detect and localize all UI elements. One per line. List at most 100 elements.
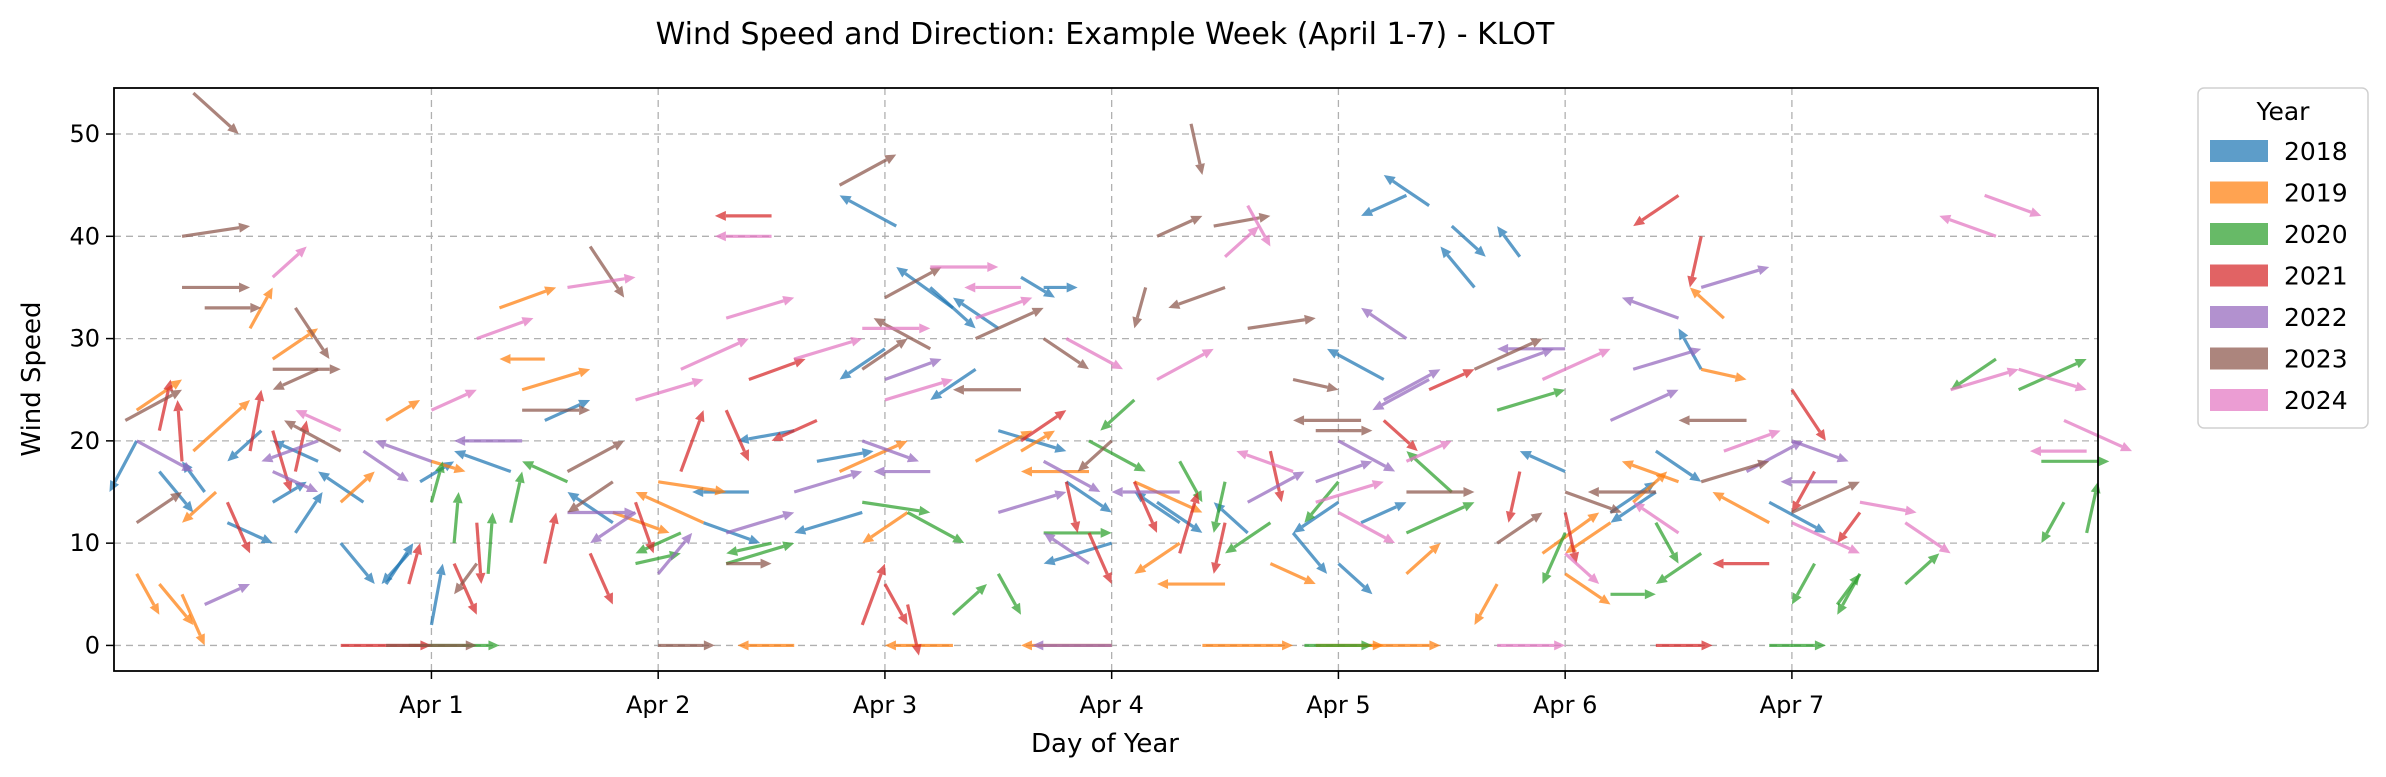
arrow-shaft <box>1842 511 1862 536</box>
legend-label: 2022 <box>2284 303 2348 332</box>
arrow-head <box>919 323 931 334</box>
wind-arrow <box>1065 480 1112 513</box>
arrow-shaft <box>2063 418 2123 449</box>
arrow-shaft <box>1220 508 1249 535</box>
arrow-shaft <box>234 429 263 456</box>
arrow-head <box>1757 265 1770 275</box>
arrow-shaft <box>192 91 232 128</box>
wind-arrow <box>522 461 569 484</box>
arrow-shaft <box>181 226 240 238</box>
arrow-shaft <box>429 574 443 626</box>
arrow-head <box>1429 640 1441 651</box>
wind-arrow <box>1361 640 1441 651</box>
arrow-shaft <box>1958 357 1997 385</box>
arrow-shaft <box>1631 463 1680 484</box>
arrow-head <box>1610 512 1623 523</box>
x-tick-label: Apr 2 <box>626 691 690 719</box>
wind-arrow <box>1304 640 1373 651</box>
arrow-shaft <box>192 406 243 453</box>
arrow-shaft <box>1189 123 1202 165</box>
arrow-shaft <box>2085 492 2098 534</box>
arrow-shaft <box>1269 562 1307 581</box>
arrow-shaft <box>248 296 269 330</box>
wind-arrow <box>284 420 342 453</box>
arrow-shaft <box>884 270 933 300</box>
wind-arrow <box>1564 572 1611 605</box>
arrow-head <box>1406 440 1418 452</box>
wind-arrow <box>726 558 772 569</box>
wind-arrow <box>182 282 251 293</box>
arrow-head <box>465 640 477 651</box>
arrow-head <box>282 480 293 493</box>
arrow-shaft <box>1370 193 1408 213</box>
wind-arrow <box>1406 451 1453 494</box>
arrow-shaft <box>1156 352 1205 381</box>
wind-arrow <box>2041 456 2110 467</box>
wind-arrow <box>1225 521 1272 554</box>
wind-arrow <box>1700 459 1770 484</box>
series-2019 <box>135 286 1770 651</box>
arrow-head <box>1609 504 1622 514</box>
wind-arrow <box>498 286 557 310</box>
arrow-shaft <box>1859 500 1907 513</box>
wind-arrow <box>1791 439 1849 463</box>
arrow-head <box>1462 502 1475 512</box>
wind-arrow <box>1382 419 1418 452</box>
arrow-head <box>312 492 323 504</box>
arrow-shaft <box>906 511 956 540</box>
arrow-head <box>1474 245 1486 257</box>
arrow-shaft <box>1690 235 1703 278</box>
legend-label: 2018 <box>2284 137 2348 166</box>
arrow-head <box>1712 492 1725 502</box>
arrow-shaft <box>862 500 920 513</box>
wind-arrow <box>1405 502 1475 535</box>
wind-arrow <box>1383 174 1431 207</box>
arrow-shaft <box>575 480 614 508</box>
arrow-head <box>1260 234 1271 247</box>
arrow-shaft <box>634 501 652 544</box>
wind-arrow <box>1043 527 1112 538</box>
arrow-shaft <box>1696 293 1725 320</box>
wind-arrow <box>1360 502 1407 525</box>
wind-arrow <box>173 399 184 462</box>
arrow-shaft <box>1156 218 1193 238</box>
arrow-shaft <box>1700 268 1760 289</box>
arrow-head <box>657 524 670 534</box>
arrow-shaft <box>225 501 248 544</box>
arrow-head <box>895 338 908 349</box>
arrow-head <box>2074 359 2087 369</box>
wind-arrow <box>1473 338 1543 371</box>
wind-arrow <box>1723 429 1781 453</box>
wind-arrow <box>1505 471 1522 523</box>
wind-arrow <box>295 410 342 433</box>
arrow-shaft <box>1405 443 1443 463</box>
wind-arrow <box>1632 347 1702 371</box>
arrow-head <box>227 122 239 135</box>
wind-arrow <box>430 389 477 412</box>
series-2024 <box>271 193 2133 651</box>
arrow-shaft <box>1246 475 1296 504</box>
wind-arrow <box>124 389 183 422</box>
wind-arrow <box>975 296 1033 320</box>
arrow-shaft <box>1214 522 1227 564</box>
arrow-head <box>623 273 636 284</box>
arrow-head <box>1054 410 1067 421</box>
wind-arrow <box>1837 573 1862 615</box>
arrow-shaft <box>1042 459 1092 489</box>
arrow-shaft <box>1529 454 1566 474</box>
arrow-head <box>464 389 477 399</box>
arrow-head <box>486 512 497 524</box>
arrow-shaft <box>680 341 740 371</box>
arrow-head <box>1189 492 1200 504</box>
wind-arrow <box>1428 369 1475 392</box>
legend-swatch <box>2210 140 2268 162</box>
arrow-head <box>964 282 976 293</box>
arrow-shaft <box>1088 439 1137 468</box>
arrow-head <box>548 512 559 525</box>
wind-arrow <box>1496 512 1543 545</box>
arrow-head <box>2029 207 2042 217</box>
y-tick-label: 30 <box>69 325 100 353</box>
arrow-head <box>929 266 942 277</box>
arrow-head <box>1598 348 1611 358</box>
arrow-shaft <box>509 481 522 524</box>
